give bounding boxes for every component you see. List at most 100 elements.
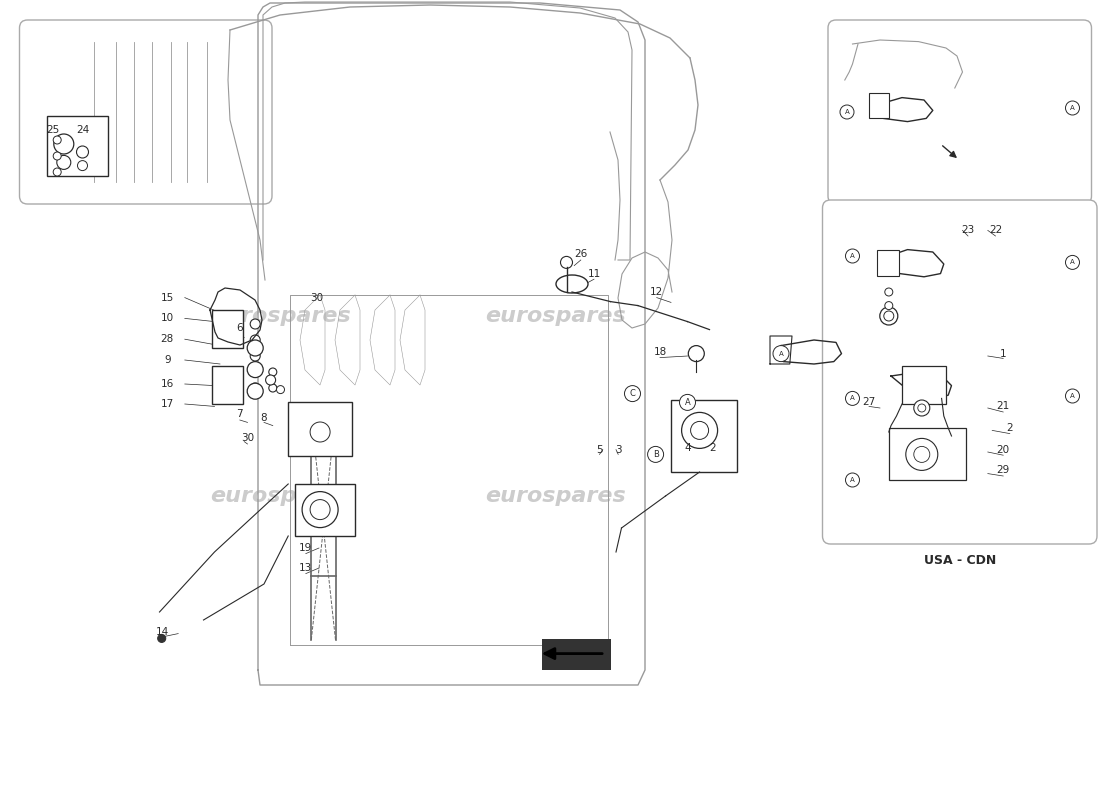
Text: eurospares: eurospares bbox=[485, 486, 626, 506]
Circle shape bbox=[773, 346, 789, 362]
Text: 26: 26 bbox=[574, 250, 587, 259]
Text: 24: 24 bbox=[76, 125, 89, 134]
Circle shape bbox=[53, 136, 62, 144]
Text: A: A bbox=[1070, 393, 1075, 399]
Text: A: A bbox=[850, 395, 855, 402]
Circle shape bbox=[53, 168, 62, 176]
Text: 9: 9 bbox=[164, 355, 170, 365]
Circle shape bbox=[846, 391, 859, 406]
Text: 21: 21 bbox=[997, 402, 1010, 411]
Bar bbox=[902, 366, 946, 404]
Text: 16: 16 bbox=[161, 379, 174, 389]
Circle shape bbox=[846, 249, 859, 263]
Circle shape bbox=[905, 438, 938, 470]
Text: 20: 20 bbox=[997, 445, 1010, 454]
Circle shape bbox=[880, 307, 898, 325]
Text: A: A bbox=[684, 398, 691, 407]
Text: 10: 10 bbox=[161, 314, 174, 323]
Text: A: A bbox=[850, 477, 855, 483]
Text: 17: 17 bbox=[161, 399, 174, 409]
Text: 23: 23 bbox=[961, 226, 975, 235]
Text: 28: 28 bbox=[161, 334, 174, 344]
Circle shape bbox=[840, 105, 854, 119]
Bar bbox=[869, 93, 889, 118]
Circle shape bbox=[276, 386, 285, 394]
Bar bbox=[889, 428, 966, 480]
Circle shape bbox=[884, 302, 893, 310]
Text: eurospares: eurospares bbox=[485, 306, 626, 326]
Text: 30: 30 bbox=[241, 434, 254, 443]
Circle shape bbox=[1066, 389, 1079, 403]
Bar bbox=[671, 400, 737, 472]
Circle shape bbox=[157, 634, 166, 642]
Text: 19: 19 bbox=[299, 543, 312, 553]
Circle shape bbox=[884, 288, 893, 296]
Text: 2: 2 bbox=[710, 443, 716, 453]
Text: 15: 15 bbox=[161, 293, 174, 302]
Circle shape bbox=[250, 351, 261, 361]
Text: C: C bbox=[629, 389, 636, 398]
FancyBboxPatch shape bbox=[828, 20, 1091, 204]
Bar bbox=[288, 402, 352, 456]
Text: 5: 5 bbox=[596, 445, 603, 454]
Circle shape bbox=[310, 499, 330, 520]
Circle shape bbox=[914, 446, 929, 462]
Circle shape bbox=[265, 375, 276, 385]
Bar bbox=[47, 116, 108, 176]
Text: 13: 13 bbox=[299, 563, 312, 573]
Text: 6: 6 bbox=[236, 323, 243, 333]
Text: B: B bbox=[652, 450, 659, 459]
Circle shape bbox=[302, 491, 338, 528]
Bar bbox=[212, 310, 243, 348]
Text: 2: 2 bbox=[1006, 423, 1013, 433]
Circle shape bbox=[250, 383, 261, 393]
Circle shape bbox=[248, 340, 263, 356]
Circle shape bbox=[648, 446, 663, 462]
Ellipse shape bbox=[556, 275, 588, 293]
Circle shape bbox=[54, 134, 74, 154]
Circle shape bbox=[77, 161, 88, 170]
Text: 22: 22 bbox=[989, 226, 1002, 235]
Text: A: A bbox=[850, 253, 855, 259]
Circle shape bbox=[268, 384, 277, 392]
Bar bbox=[542, 639, 610, 670]
Text: 25: 25 bbox=[46, 125, 59, 134]
Circle shape bbox=[680, 394, 695, 410]
Circle shape bbox=[914, 400, 929, 416]
Circle shape bbox=[250, 319, 261, 329]
Bar bbox=[212, 366, 243, 404]
Circle shape bbox=[250, 367, 261, 377]
Text: A: A bbox=[1070, 259, 1075, 266]
Text: 7: 7 bbox=[236, 410, 243, 419]
Circle shape bbox=[917, 404, 926, 412]
Text: A: A bbox=[845, 109, 849, 115]
Circle shape bbox=[53, 152, 62, 160]
Circle shape bbox=[250, 335, 261, 345]
Circle shape bbox=[77, 146, 88, 158]
Circle shape bbox=[689, 346, 704, 362]
Circle shape bbox=[682, 413, 717, 448]
Circle shape bbox=[846, 473, 859, 487]
Text: 14: 14 bbox=[156, 627, 169, 637]
Circle shape bbox=[883, 311, 894, 321]
Bar bbox=[877, 250, 899, 276]
Circle shape bbox=[310, 422, 330, 442]
Bar bbox=[295, 484, 355, 536]
Circle shape bbox=[248, 362, 263, 378]
Circle shape bbox=[57, 155, 70, 170]
Text: eurospares: eurospares bbox=[210, 486, 351, 506]
FancyBboxPatch shape bbox=[20, 20, 272, 204]
Circle shape bbox=[625, 386, 640, 402]
Text: 8: 8 bbox=[261, 413, 267, 422]
Text: 1: 1 bbox=[1000, 349, 1006, 358]
Circle shape bbox=[1066, 101, 1079, 115]
Text: 11: 11 bbox=[587, 269, 601, 278]
Text: 30: 30 bbox=[310, 293, 323, 302]
Text: 12: 12 bbox=[650, 287, 663, 297]
Circle shape bbox=[248, 383, 263, 399]
FancyBboxPatch shape bbox=[823, 200, 1097, 544]
Text: A: A bbox=[1070, 105, 1075, 111]
Circle shape bbox=[561, 256, 572, 269]
Text: 3: 3 bbox=[615, 445, 622, 454]
Text: 27: 27 bbox=[862, 397, 876, 406]
